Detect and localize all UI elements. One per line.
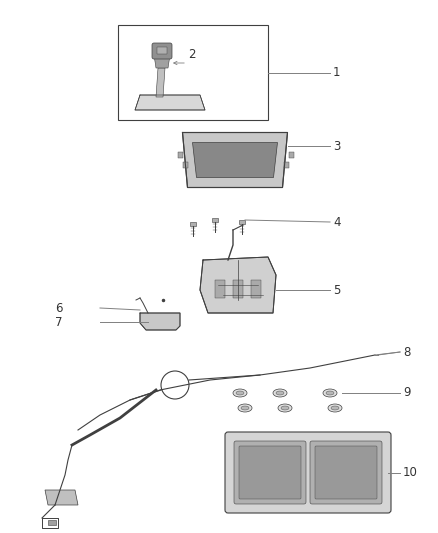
Bar [118,25,268,120]
Polygon shape [192,142,278,177]
Polygon shape [156,68,165,97]
Bar [183,162,187,168]
Bar [233,280,243,298]
Bar [190,222,196,226]
Text: 8: 8 [403,345,410,359]
Text: 7: 7 [55,316,63,328]
Polygon shape [140,313,180,330]
Text: 5: 5 [333,284,340,296]
Ellipse shape [281,406,289,410]
Ellipse shape [238,404,252,412]
Bar [289,152,293,158]
Polygon shape [45,490,78,505]
Ellipse shape [331,406,339,410]
Ellipse shape [241,406,249,410]
FancyBboxPatch shape [315,446,377,499]
Bar [283,162,289,168]
Ellipse shape [278,404,292,412]
Bar [251,280,261,298]
Bar [48,520,56,525]
Polygon shape [183,133,287,188]
FancyBboxPatch shape [239,446,301,499]
Text: 6: 6 [55,302,63,314]
Polygon shape [154,55,170,68]
Text: 4: 4 [333,215,340,229]
Text: 9: 9 [403,386,410,400]
Ellipse shape [276,391,284,395]
Ellipse shape [323,389,337,397]
Ellipse shape [326,391,334,395]
Polygon shape [200,257,276,313]
Bar [239,220,245,224]
Ellipse shape [233,389,247,397]
Polygon shape [135,95,205,110]
Bar [215,280,225,298]
Bar [212,218,218,222]
Text: 3: 3 [333,140,340,153]
Text: 2: 2 [188,49,195,61]
Ellipse shape [328,404,342,412]
FancyBboxPatch shape [225,432,391,513]
Ellipse shape [273,389,287,397]
FancyBboxPatch shape [310,441,382,504]
Bar [157,47,167,54]
FancyBboxPatch shape [152,43,172,59]
FancyBboxPatch shape [234,441,306,504]
Text: 1: 1 [333,66,340,79]
Text: 10: 10 [403,466,418,479]
Bar [177,152,183,158]
Ellipse shape [236,391,244,395]
